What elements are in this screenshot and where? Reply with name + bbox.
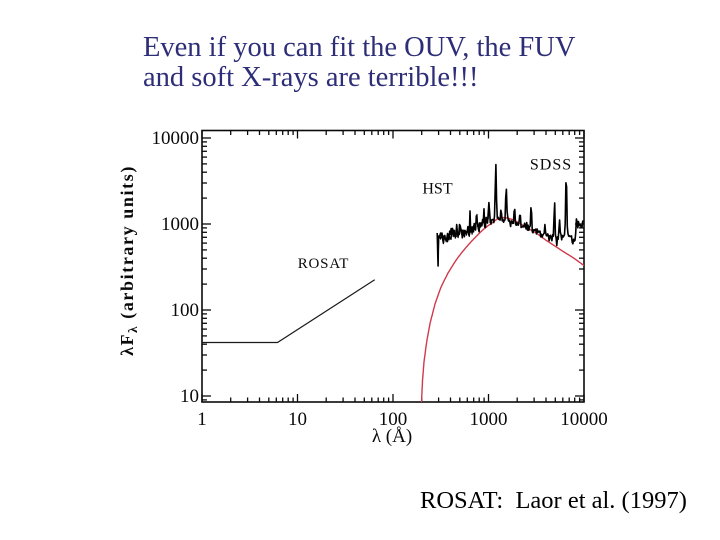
svg-text:10000: 10000 [152, 128, 200, 149]
svg-text:HST: HST [422, 181, 452, 198]
svg-text:1: 1 [197, 409, 207, 430]
svg-text:100: 100 [379, 409, 408, 430]
svg-text:SDSS: SDSS [530, 157, 572, 174]
svg-text:10: 10 [288, 409, 307, 430]
svg-text:10: 10 [180, 386, 199, 407]
svg-text:100: 100 [171, 300, 200, 321]
svg-text:λ (Å): λ (Å) [372, 426, 412, 447]
svg-text:10000: 10000 [560, 409, 608, 430]
svg-text:λFλ (arbitrary units): λFλ (arbitrary units) [117, 165, 140, 356]
svg-text:1000: 1000 [470, 409, 508, 430]
svg-text:1000: 1000 [161, 214, 199, 235]
svg-text:ROSAT: ROSAT [298, 256, 350, 272]
